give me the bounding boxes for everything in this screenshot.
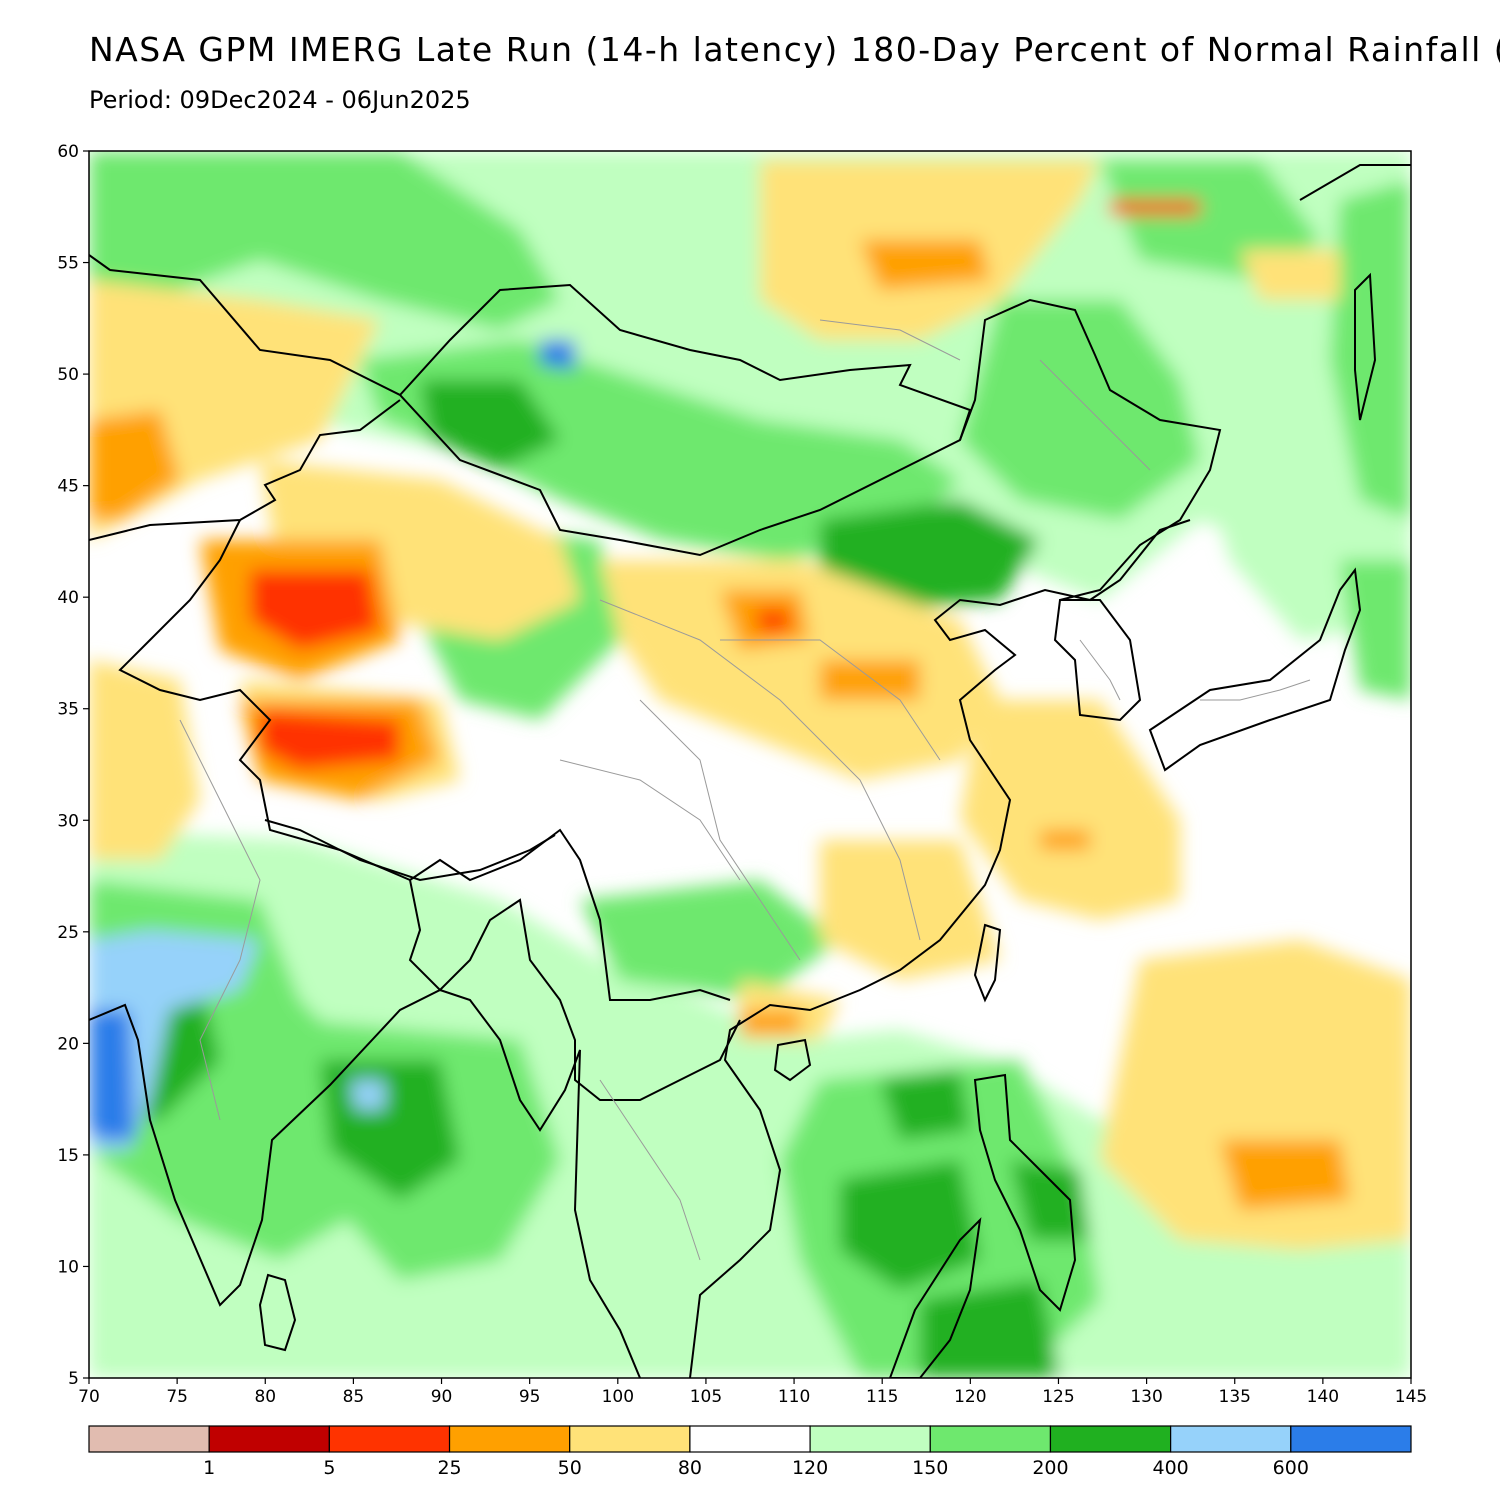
lon-tick-label: 95 <box>519 1387 541 1407</box>
border-china-northeast <box>959 298 1222 601</box>
coastline-taiwan <box>973 923 1002 1003</box>
colorbar-swatch <box>1290 1425 1412 1453</box>
coastline-sakhalin <box>1354 272 1377 421</box>
lat-tick-label: 5 <box>68 1369 79 1389</box>
lon-tick-label: 120 <box>954 1387 986 1407</box>
lon-tick-label: 145 <box>1395 1387 1427 1407</box>
coastline-south-asia <box>89 988 641 1378</box>
lon-tick-label: 125 <box>1042 1387 1074 1407</box>
colorbar: 1 5 25 50 80 120 150 200 400 600 <box>88 1425 1412 1479</box>
chart-title: NASA GPM IMERG Late Run (14-h latency) 1… <box>89 30 1500 69</box>
colorbar-swatch <box>689 1425 811 1453</box>
colorbar-label: 150 <box>912 1457 948 1479</box>
border-central-asia <box>89 399 401 541</box>
coastline-russia-east <box>1299 164 1411 201</box>
lat-tick-label: 15 <box>57 1146 79 1166</box>
lat-tick-label: 35 <box>57 700 79 720</box>
lat-tick-label: 25 <box>57 923 79 943</box>
colorbar-swatch <box>569 1425 691 1453</box>
lon-tick-label: 75 <box>166 1387 188 1407</box>
lon-tick-label: 105 <box>690 1387 722 1407</box>
colorbar-swatch <box>88 1425 210 1453</box>
colorbar-label: 600 <box>1273 1457 1309 1479</box>
lat-tick-label: 20 <box>57 1034 79 1054</box>
lon-tick-label: 90 <box>431 1387 453 1407</box>
lon-tick-label: 115 <box>866 1387 898 1407</box>
admin-boundaries <box>179 319 1311 1261</box>
coastline-japan <box>1148 567 1362 772</box>
lon-tick-label: 140 <box>1307 1387 1339 1407</box>
coastline-hainan <box>773 1038 812 1082</box>
border-china-west <box>118 519 731 1001</box>
colorbar-swatch <box>448 1425 571 1453</box>
colorbar-label: 200 <box>1032 1457 1068 1479</box>
lon-tick-label: 80 <box>254 1387 276 1407</box>
boundaries <box>89 164 1411 1378</box>
coastline-sri-lanka <box>258 1273 297 1352</box>
lat-tick-label: 10 <box>57 1257 79 1277</box>
colorbar-swatch <box>929 1425 1052 1453</box>
lat-tick-label: 50 <box>57 365 79 385</box>
colorbar-label: 400 <box>1153 1457 1189 1479</box>
colorbar-label: 50 <box>558 1457 582 1479</box>
colorbar-label: 120 <box>792 1457 828 1479</box>
colorbar-label: 80 <box>678 1457 702 1479</box>
lon-tick-label: 100 <box>602 1387 634 1407</box>
colorbar-swatch <box>328 1425 451 1453</box>
lon-tick-label: 130 <box>1130 1387 1162 1407</box>
border-bangladesh-myanmar <box>408 879 741 1101</box>
colorbar-swatch <box>1049 1425 1172 1453</box>
lat-tick-label: 30 <box>57 811 79 831</box>
border-china-north <box>89 254 972 557</box>
period-subtitle: Period: 09Dec2024 - 06Jun2025 <box>89 86 471 114</box>
coastline-indochina <box>689 519 1191 1378</box>
lat-tick-label: 55 <box>57 254 79 274</box>
coastline-borneo <box>888 1217 982 1378</box>
lat-tick-label: 45 <box>57 477 79 497</box>
lon-tick-label: 135 <box>1219 1387 1251 1407</box>
lon-tick-label: 85 <box>343 1387 365 1407</box>
border-himalaya <box>264 819 556 882</box>
plot-frame <box>88 150 1412 1379</box>
coastline-korea <box>1053 599 1142 722</box>
lon-tick-label: 110 <box>778 1387 810 1407</box>
colorbar-swatch <box>208 1425 330 1453</box>
axis-ticks: 70 75 80 85 90 95 100 105 110 115 120 125 130 135 140 1… <box>57 142 1427 1407</box>
colorbar-label: 5 <box>323 1457 335 1479</box>
lat-tick-label: 60 <box>57 142 79 162</box>
lat-tick-label: 40 <box>57 588 79 608</box>
lon-tick-label: 70 <box>78 1387 100 1407</box>
colorbar-swatch <box>809 1425 931 1453</box>
colorbar-label: 1 <box>203 1457 215 1479</box>
colorbar-label: 25 <box>437 1457 461 1479</box>
colorbar-swatch <box>1170 1425 1292 1453</box>
coastline-philippines <box>973 1073 1077 1312</box>
rainfall-field <box>89 151 1411 1378</box>
